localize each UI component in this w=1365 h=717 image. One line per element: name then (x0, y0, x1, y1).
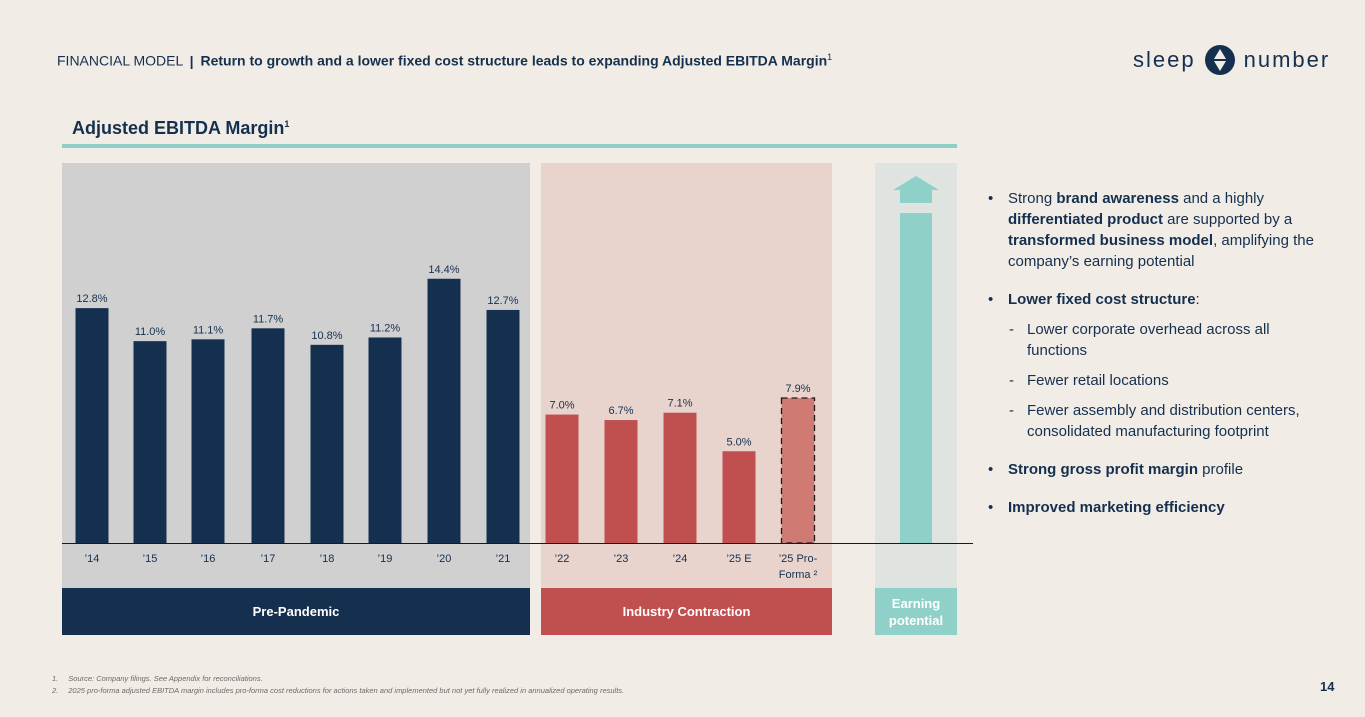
x-tick-label-9: ’23 (614, 553, 629, 565)
logo-mark-icon (1204, 45, 1235, 75)
data-label-6: 14.4% (428, 264, 459, 276)
chart-title: Adjusted EBITDA Margin1 (72, 118, 289, 139)
data-label-8: 7.0% (549, 400, 574, 412)
bullet-gross-margin: Strong gross profit margin profile (988, 459, 1318, 480)
data-label-12: 7.9% (785, 383, 810, 395)
footnote-number: 2. (52, 686, 59, 695)
footnote-1: 1. Source: Company filings. See Appendix… (52, 673, 624, 685)
bullet-text: are supported by a (1163, 211, 1293, 228)
x-tick-label-1: ’15 (143, 553, 158, 565)
footnote-number: 1. (52, 674, 59, 683)
bar-7 (486, 309, 520, 543)
footnote-text: 2025 pro-forma adjusted EBITDA margin in… (68, 686, 625, 695)
data-label-3: 11.7% (253, 313, 284, 325)
chart-title-text: Adjusted EBITDA Margin (72, 118, 285, 138)
data-label-11: 5.0% (726, 436, 751, 448)
x-tick-label-3: ’17 (261, 553, 276, 565)
bullet-bold: Strong gross profit margin (1008, 461, 1199, 478)
footnote-2: 2. 2025 pro-forma adjusted EBITDA margin… (52, 685, 624, 697)
bar-4 (310, 344, 344, 543)
x-tick-label-12: ’25 Pro-Forma ² (779, 553, 818, 581)
bar-0 (75, 308, 109, 543)
data-label-2: 11.1% (193, 324, 224, 336)
footnote-text: Source: Company filings. See Appendix fo… (68, 674, 263, 683)
bar-5 (368, 337, 402, 543)
x-tick-label-0: ’14 (85, 553, 100, 565)
bullet-bold: brand awareness (1056, 190, 1179, 207)
bar-1 (133, 341, 167, 543)
chart-title-footnote-ref: 1 (284, 119, 290, 129)
x-tick-label-7: ’21 (496, 553, 511, 565)
data-label-7: 12.7% (487, 295, 518, 307)
bar-3 (251, 328, 285, 543)
x-tick-label-8: ’22 (555, 553, 570, 565)
bullet-bold: transformed business model (1008, 232, 1214, 249)
logo-word-left: sleep (1133, 47, 1196, 72)
bullet-marketing: Improved marketing efficiency (988, 497, 1318, 518)
bullet-brand: Strong brand awareness and a highly diff… (988, 188, 1318, 272)
x-tick-label-6: ’20 (437, 553, 452, 565)
industry-contraction-label: Industry Contraction (541, 588, 832, 635)
bullet-fixed-cost: Lower fixed cost structure: (988, 289, 1318, 310)
bullet-bold: Lower fixed cost structure (1008, 291, 1196, 308)
data-label-0: 12.8% (76, 293, 107, 305)
header-separator: | (189, 52, 194, 69)
footnotes: 1. Source: Company filings. See Appendix… (52, 673, 624, 697)
earning-potential-label: Earning potential (875, 588, 957, 635)
bar-8 (545, 414, 579, 543)
bar-6 (427, 278, 461, 543)
bullet-text: and a highly (1178, 190, 1265, 207)
x-tick-label-10: ’24 (673, 553, 688, 565)
bullet-bold: Improved marketing efficiency (1008, 499, 1225, 516)
bar-12 (780, 397, 816, 544)
x-tick-label-4: ’18 (320, 553, 335, 565)
sub-bullet-assembly: Fewer assembly and distribution centers,… (988, 400, 1318, 442)
x-tick-label-5: ’19 (378, 553, 393, 565)
bullet-text: Strong (1008, 190, 1057, 207)
data-label-9: 6.7% (608, 405, 633, 417)
header-section: FINANCIAL MODEL (57, 52, 183, 69)
bar-2 (191, 339, 225, 543)
data-label-4: 10.8% (311, 330, 342, 342)
sub-bullet-overhead: Lower corporate overhead across all func… (988, 319, 1318, 361)
header-footnote-ref: 1 (827, 52, 833, 62)
fixed-cost-subpoints: Lower corporate overhead across all func… (988, 319, 1318, 442)
bullet-text: : (1195, 291, 1200, 308)
page-header: FINANCIAL MODEL | Return to growth and a… (57, 52, 832, 69)
x-tick-label-2: ’16 (201, 553, 216, 565)
bullet-text: , amplifying the company’s earning poten… (1008, 232, 1314, 270)
bullet-text: profile (1198, 461, 1244, 478)
bar-10 (663, 412, 697, 543)
x-tick-label-11: ’25 E (726, 553, 751, 565)
logo-word-right: number (1243, 47, 1331, 72)
bullet-bold: differentiated product (1008, 211, 1164, 228)
title-divider (62, 144, 957, 148)
sub-bullet-retail: Fewer retail locations (988, 370, 1318, 391)
data-label-5: 11.2% (370, 322, 401, 334)
earning-potential-arrow-icon (893, 176, 939, 543)
company-logo: sleep number (1133, 44, 1330, 76)
key-points: Strong brand awareness and a highly diff… (988, 188, 1318, 535)
bar-9 (604, 420, 638, 543)
data-label-1: 11.0% (135, 326, 166, 338)
page-number: 14 (1320, 679, 1335, 694)
data-label-10: 7.1% (667, 398, 692, 410)
bar-11 (722, 451, 756, 543)
header-title: Return to growth and a lower fixed cost … (200, 52, 828, 69)
pre-pandemic-label: Pre-Pandemic (62, 588, 530, 635)
